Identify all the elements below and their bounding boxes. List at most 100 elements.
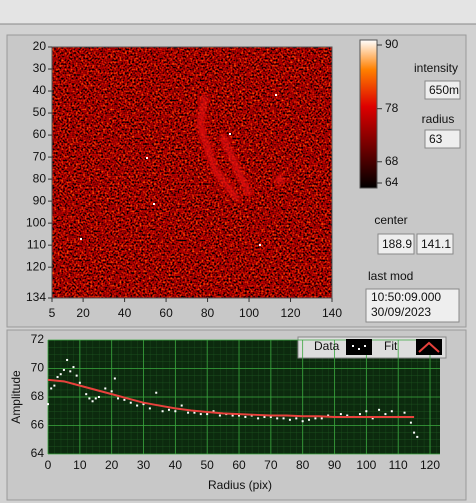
data-point [129,401,132,404]
data-point [59,373,62,376]
data-point [390,410,393,413]
data-point [53,384,56,387]
y-tick-label: 70 [33,149,47,163]
radius-label: radius [422,112,455,126]
data-point [110,390,113,393]
data-point [62,368,65,371]
x-tick-label: 50 [200,458,214,472]
y-tick-label: 40 [33,83,47,97]
data-point [78,381,81,384]
y-tick-label: 68 [31,389,45,403]
data-point [288,418,291,421]
legend-label: Data [314,339,340,353]
x-tick-label: 100 [239,306,259,320]
data-point [257,417,260,420]
center-box [377,233,415,255]
intensity-box [424,80,461,100]
legend-swatch [346,339,372,355]
colorbar-tick-label: 90 [385,37,399,51]
y-tick-label: 80 [33,171,47,185]
data-point [193,411,196,414]
x-tick-label: 80 [201,306,215,320]
radius-value: 63 [429,132,443,146]
x-tick-label: 60 [232,458,246,472]
last-mod-time: 10:50:09.000 [371,290,441,304]
colorbar-tick-label: 64 [385,175,399,189]
data-point [136,404,139,407]
data-point [88,397,91,400]
x-tick-label: 40 [118,306,132,320]
colorbar-tick-label: 78 [385,101,399,115]
legend-dot [364,345,366,347]
data-point [403,411,406,414]
data-point [91,400,94,403]
y-tick-label: 50 [33,105,47,119]
intensity-image [52,47,332,298]
y-tick-label: 110 [27,237,46,251]
data-point [212,410,215,413]
data-point [320,417,323,420]
data-point [378,408,381,411]
legend-swatch [416,339,442,355]
x-tick-label: 120 [281,306,301,320]
fit-line [47,378,415,418]
data-point [167,408,170,411]
center-box [416,233,454,255]
y-tick-label: 70 [31,361,45,375]
x-tick-label: 60 [159,306,173,320]
data-point [413,431,416,434]
y-tick-label: 66 [31,418,45,432]
data-point [85,393,88,396]
y-tick-label: 20 [33,39,47,53]
y-tick-label: 90 [33,193,47,207]
x-tick-label: 100 [356,458,376,472]
data-point [66,358,69,361]
data-point [231,414,234,417]
x-tick-label: 80 [296,458,310,472]
data-point [72,366,75,369]
data-point [206,413,209,416]
legend-dot [358,348,360,350]
x-axis-label: Radius (pix) [208,478,272,492]
data-point [75,374,78,377]
toolbar [0,0,476,24]
data-point [97,396,100,398]
center-x: 188.9 [382,237,412,251]
data-point [327,414,330,417]
data-point [174,410,177,413]
y-tick-label: 60 [33,127,47,141]
x-tick-label: 20 [76,306,90,320]
colorbar-tick-label: 68 [385,154,399,168]
data-point [47,403,49,406]
data-point [113,377,116,380]
data-point [199,413,202,416]
x-tick-label: 110 [389,458,408,472]
data-point [276,417,279,420]
data-point [218,414,221,417]
data-point [142,403,145,406]
y-tick-label: 64 [31,446,45,460]
last-mod-date: 30/09/2023 [371,305,431,319]
data-point [50,387,53,390]
data-point [282,417,285,420]
data-point [69,370,72,373]
x-tick-label: 120 [420,458,440,472]
colorbar [359,39,378,189]
y-tick-label: 120 [26,259,46,273]
data-point [161,410,164,413]
x-tick-label: 20 [105,458,119,472]
hot-pixels [80,94,277,246]
y-tick-label: 72 [31,332,45,346]
x-tick-label: 40 [169,458,183,472]
data-point [416,435,419,438]
data-point [56,376,59,379]
data-point [238,414,240,417]
data-point [308,418,311,421]
image-frame [51,46,333,299]
data-point [409,421,412,424]
data-point [94,397,97,400]
data-point [295,417,298,420]
x-tick-label: 10 [73,458,87,472]
center-y: 141.1 [421,237,451,251]
data-point [187,411,190,414]
